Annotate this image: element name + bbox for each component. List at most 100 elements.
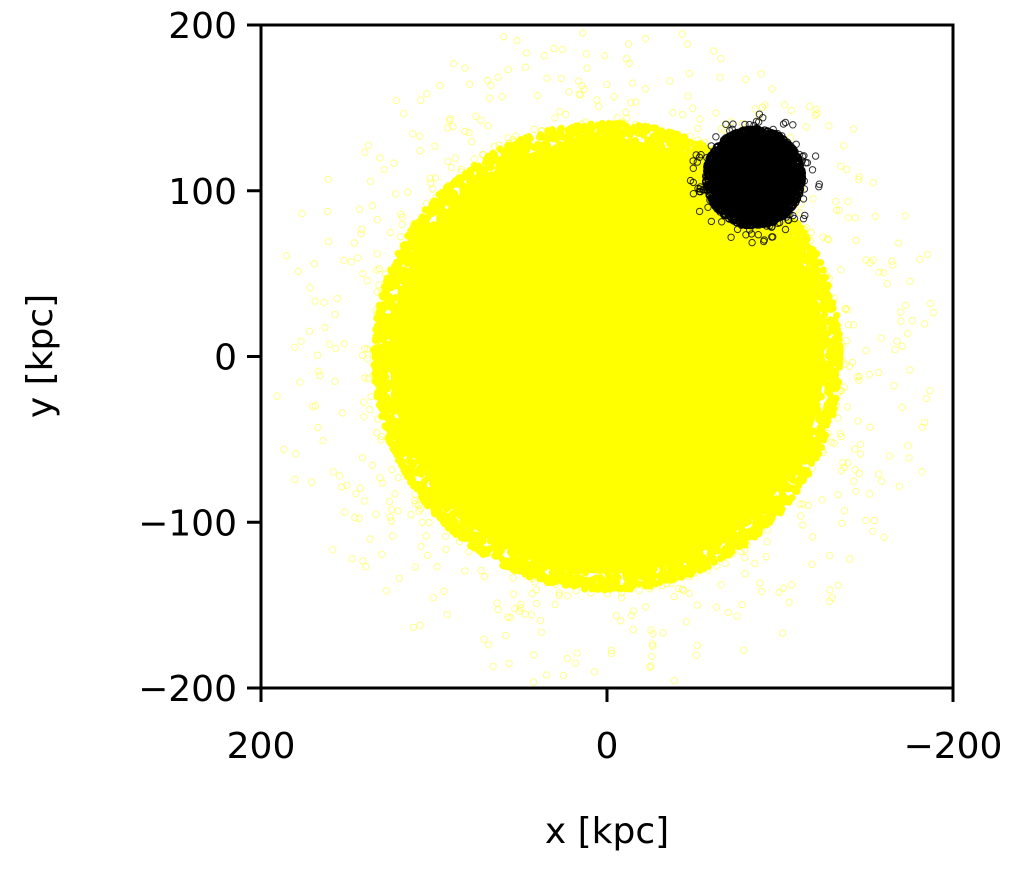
data-point (823, 290, 832, 298)
data-point (639, 557, 647, 566)
x-axis-label: x [kpc] (545, 811, 669, 852)
data-point (626, 559, 634, 568)
data-point (399, 395, 407, 403)
data-point (412, 267, 420, 275)
data-point (564, 149, 573, 157)
data-point (411, 480, 420, 488)
data-point (809, 252, 817, 261)
data-point (606, 127, 614, 135)
data-point (548, 126, 557, 134)
data-point (373, 357, 381, 365)
data-point (822, 409, 830, 417)
data-point (380, 319, 389, 327)
data-point (502, 159, 511, 167)
data-point (555, 131, 563, 140)
data-point (393, 451, 401, 459)
data-point (410, 225, 418, 234)
data-point (372, 332, 380, 340)
data-point (594, 121, 602, 130)
data-point (766, 483, 774, 491)
data-point (623, 584, 632, 593)
data-point (656, 572, 664, 580)
data-point (384, 327, 392, 336)
data-point (400, 243, 409, 252)
data-point (535, 556, 543, 565)
data-point (423, 231, 431, 240)
data-point (582, 580, 590, 588)
data-point (666, 569, 674, 577)
data-point (808, 359, 816, 368)
point-cloud-core (389, 139, 825, 574)
series-0 (273, 29, 937, 686)
data-point (612, 580, 620, 589)
data-point (811, 317, 819, 325)
y-tick-label: 100 (168, 172, 237, 213)
data-point (749, 499, 757, 507)
data-point (613, 136, 621, 144)
data-point (505, 558, 513, 567)
data-point (735, 535, 743, 544)
data-point (555, 140, 564, 149)
data-point (832, 380, 840, 388)
data-point (400, 286, 408, 294)
data-point (400, 443, 409, 451)
data-point (650, 565, 658, 573)
x-tick-label: −200 (904, 726, 1003, 767)
data-point (418, 215, 427, 223)
data-point (400, 429, 408, 437)
data-point (776, 500, 785, 508)
data-point (620, 127, 629, 136)
data-point (396, 457, 405, 466)
data-point (823, 401, 831, 409)
data-point (471, 506, 479, 514)
data-point (794, 467, 802, 475)
data-point (685, 549, 693, 557)
data-point (422, 247, 431, 256)
data-point (787, 226, 796, 234)
data-point (658, 142, 666, 151)
data-point (445, 483, 453, 491)
data-point (595, 150, 603, 159)
data-point (676, 138, 684, 146)
data-point (756, 494, 764, 502)
data-point (556, 149, 564, 158)
data-point (638, 150, 646, 158)
data-point (395, 263, 404, 271)
data-point (814, 274, 822, 282)
data-point (778, 490, 787, 498)
data-point (485, 545, 493, 553)
data-point (691, 559, 699, 567)
data-point (714, 541, 722, 549)
data-point (517, 158, 525, 166)
data-point (491, 180, 499, 188)
data-point (627, 569, 635, 577)
data-point (406, 463, 415, 471)
data-point (413, 431, 421, 440)
data-point (818, 331, 826, 339)
data-point (407, 232, 416, 240)
data-point (433, 482, 441, 491)
data-point (822, 373, 831, 381)
data-point (486, 537, 495, 545)
data-point (536, 565, 544, 573)
data-point (784, 238, 792, 246)
data-point (479, 537, 487, 545)
data-point (580, 150, 588, 159)
data-point (396, 346, 404, 355)
data-point (649, 132, 657, 141)
data-point (558, 551, 566, 559)
data-point (454, 174, 463, 182)
data-point (523, 137, 532, 145)
data-point (799, 474, 808, 483)
data-point (390, 361, 399, 369)
data-point (392, 417, 401, 426)
data-point (479, 165, 488, 174)
data-point (400, 401, 408, 409)
data-point (780, 472, 788, 480)
data-point (801, 271, 809, 279)
data-point (375, 401, 384, 409)
data-point (778, 246, 787, 255)
data-point (504, 169, 512, 177)
data-point (649, 139, 657, 147)
data-point (482, 179, 491, 188)
